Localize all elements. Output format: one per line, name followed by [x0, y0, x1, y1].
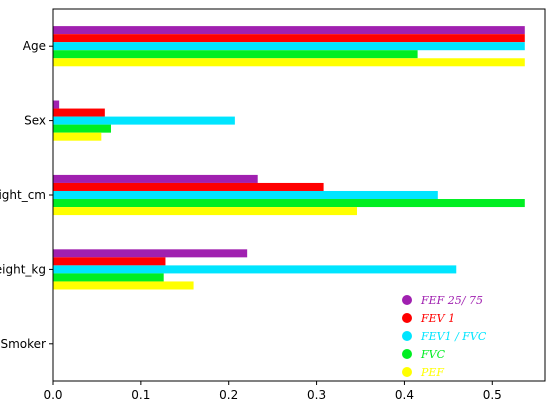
bar-age-series-0 [53, 26, 525, 35]
legend-marker [402, 313, 412, 323]
x-tick-label: 0.3 [307, 388, 326, 402]
bar-height-cm-series-0 [53, 174, 258, 183]
y-axis: Age Sex Height_cm Weight_kg Smoker [0, 39, 53, 351]
bar-weight-kg-series-3 [53, 273, 164, 282]
bar-sex-series-0 [53, 100, 60, 109]
legend-marker [402, 349, 412, 359]
bar-age-series-3 [53, 50, 418, 59]
bar-age-series-2 [53, 42, 525, 51]
y-tick-label: Sex [24, 114, 46, 128]
legend-label: FEF 25/ 75 [420, 294, 483, 307]
y-tick-label: Age [23, 39, 46, 53]
bar-height-cm-series-1 [53, 182, 324, 191]
legend-marker [402, 295, 412, 305]
legend-label: FEV1 / FVC [420, 330, 487, 343]
legend-marker [402, 367, 412, 377]
x-tick-label: 0.2 [219, 388, 238, 402]
bar-sex-series-3 [53, 124, 111, 133]
legend-label: FVC [420, 348, 446, 361]
bar-sex-series-2 [53, 116, 235, 125]
y-tick-label: Height_cm [0, 188, 46, 202]
legend-label: PEF [420, 366, 444, 379]
bar-sex-series-1 [53, 108, 105, 117]
x-tick-label: 0.4 [395, 388, 414, 402]
x-tick-label: 0.1 [131, 388, 150, 402]
bar-age-series-4 [53, 58, 525, 67]
bar-age-series-1 [53, 34, 525, 43]
bar-height-cm-series-3 [53, 199, 525, 208]
bar-weight-kg-series-4 [53, 281, 194, 290]
legend-marker [402, 331, 412, 341]
x-tick-label: 0.0 [43, 388, 62, 402]
y-tick-label: Weight_kg [0, 262, 46, 276]
legend-label: FEV 1 [420, 312, 455, 325]
x-tick-label: 0.5 [483, 388, 502, 402]
y-tick-label: Smoker [1, 337, 47, 351]
bars-layer [53, 26, 525, 290]
bar-weight-kg-series-1 [53, 257, 166, 266]
legend: FEF 25/ 75 FEV 1 FEV1 / FVC FVC PEF [402, 294, 487, 379]
bar-weight-kg-series-0 [53, 249, 248, 258]
bar-height-cm-series-4 [53, 207, 357, 216]
bar-sex-series-4 [53, 132, 102, 141]
x-axis: 0.0 0.1 0.2 0.3 0.4 0.5 [43, 381, 502, 402]
bar-weight-kg-series-2 [53, 265, 457, 274]
bar-height-cm-series-2 [53, 190, 438, 200]
